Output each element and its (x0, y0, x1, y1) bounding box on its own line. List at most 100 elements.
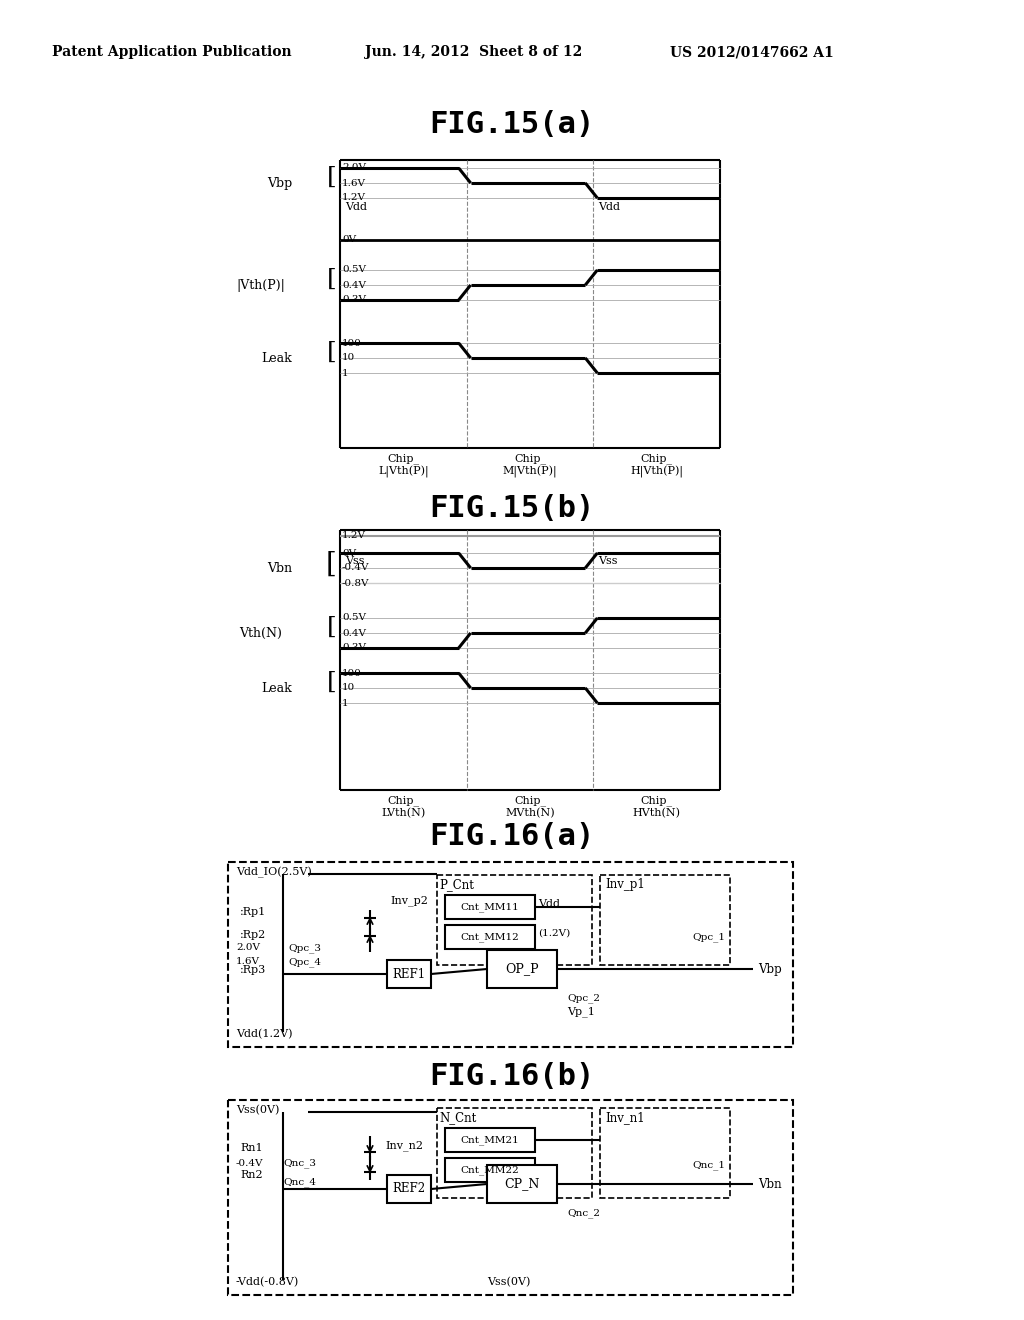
Text: Vbn: Vbn (267, 561, 292, 574)
Text: 0.5V: 0.5V (342, 614, 366, 623)
Text: Qnc_3: Qnc_3 (283, 1158, 316, 1168)
Text: 0.4V: 0.4V (342, 628, 366, 638)
Text: Rn1: Rn1 (240, 1143, 262, 1152)
Text: Cnt_MM11: Cnt_MM11 (461, 902, 519, 912)
Text: FIG.16(b): FIG.16(b) (429, 1063, 595, 1092)
Text: Patent Application Publication: Patent Application Publication (52, 45, 292, 59)
Text: Vdd_IO(2.5V): Vdd_IO(2.5V) (236, 867, 311, 878)
Bar (600, 875, 730, 965)
Text: [: [ (328, 616, 337, 639)
Text: 10: 10 (342, 684, 355, 693)
Text: :Rp2: :Rp2 (240, 931, 266, 940)
Text: Cnt_MM12: Cnt_MM12 (461, 932, 519, 942)
Text: Vbn: Vbn (758, 1177, 781, 1191)
Bar (487, 950, 557, 987)
Text: Vp_1: Vp_1 (567, 1006, 595, 1016)
Text: Leak: Leak (261, 351, 292, 364)
Text: US 2012/0147662 A1: US 2012/0147662 A1 (670, 45, 834, 59)
Text: 100: 100 (342, 338, 361, 347)
Text: [: [ (328, 268, 337, 290)
Text: 100: 100 (342, 668, 361, 677)
Text: [: [ (328, 671, 337, 694)
Text: Qpc_3: Qpc_3 (288, 944, 321, 953)
Text: FIG.15(b): FIG.15(b) (429, 494, 595, 523)
Text: 1.6V: 1.6V (342, 178, 366, 187)
Text: OP_P: OP_P (505, 962, 539, 975)
Text: Chip_: Chip_ (641, 453, 673, 463)
Text: 0.3V: 0.3V (342, 296, 366, 305)
Text: Qnc_1: Qnc_1 (692, 1160, 725, 1170)
Bar (228, 1100, 793, 1295)
Text: N_Cnt: N_Cnt (439, 1111, 476, 1125)
Text: 0.5V: 0.5V (342, 265, 366, 275)
Bar (445, 925, 535, 949)
Text: 1.6V: 1.6V (236, 957, 260, 966)
Text: 0V: 0V (342, 235, 356, 244)
Text: -0.8V: -0.8V (342, 578, 370, 587)
Text: Inv_p2: Inv_p2 (390, 895, 428, 906)
Text: 0V: 0V (342, 549, 356, 557)
Text: Chip_: Chip_ (641, 795, 673, 805)
Text: Vdd: Vdd (598, 202, 621, 213)
Text: M|Vth(P)|: M|Vth(P)| (503, 466, 557, 478)
Text: Cnt_MM21: Cnt_MM21 (461, 1135, 519, 1144)
Text: -0.4V: -0.4V (236, 1159, 263, 1167)
Text: Vdd: Vdd (345, 202, 367, 213)
Text: FIG.15(a): FIG.15(a) (429, 110, 595, 139)
Text: -Vdd(-0.8V): -Vdd(-0.8V) (236, 1276, 299, 1287)
Text: 2.0V: 2.0V (342, 164, 366, 173)
Text: MVth(N): MVth(N) (505, 808, 555, 818)
Bar (387, 960, 431, 987)
Text: Vdd(1.2V): Vdd(1.2V) (236, 1028, 293, 1039)
Text: FIG.16(a): FIG.16(a) (429, 822, 595, 851)
Text: P_Cnt: P_Cnt (439, 878, 474, 891)
Bar (387, 1175, 431, 1203)
Text: Vss(0V): Vss(0V) (236, 1105, 280, 1115)
Text: CP_N: CP_N (504, 1177, 540, 1191)
Text: Qpc_1: Qpc_1 (692, 932, 725, 942)
Text: Vss(0V): Vss(0V) (487, 1276, 530, 1287)
Text: Vbp: Vbp (266, 177, 292, 190)
Text: Cnt_MM22: Cnt_MM22 (461, 1166, 519, 1175)
Text: [: [ (326, 550, 337, 578)
Text: :Rp1: :Rp1 (240, 907, 266, 917)
Bar (487, 1166, 557, 1203)
Text: (1.2V): (1.2V) (538, 929, 570, 939)
Text: Chip_: Chip_ (387, 453, 420, 463)
Text: Vdd: Vdd (538, 899, 560, 909)
Text: -0.4V: -0.4V (342, 564, 370, 573)
Text: [: [ (328, 341, 337, 364)
Text: Chip_: Chip_ (514, 453, 546, 463)
Text: Qnc_2: Qnc_2 (567, 1208, 600, 1217)
Text: Vth(N): Vth(N) (240, 627, 282, 639)
Text: Jun. 14, 2012  Sheet 8 of 12: Jun. 14, 2012 Sheet 8 of 12 (365, 45, 583, 59)
Text: 10: 10 (342, 354, 355, 363)
Text: Leak: Leak (261, 681, 292, 694)
Text: Rn2: Rn2 (240, 1170, 262, 1180)
Text: Chip_: Chip_ (387, 795, 420, 805)
Text: 1: 1 (342, 698, 348, 708)
Text: 2.0V: 2.0V (236, 944, 260, 953)
Text: Inv_n2: Inv_n2 (385, 1140, 423, 1151)
Text: [: [ (328, 166, 337, 189)
Bar (445, 1129, 535, 1152)
Text: 1.2V: 1.2V (342, 532, 366, 540)
Text: Inv_n1: Inv_n1 (605, 1111, 645, 1125)
Bar (445, 1158, 535, 1181)
Text: Qpc_4: Qpc_4 (288, 957, 321, 966)
Text: Qnc_4: Qnc_4 (283, 1177, 316, 1187)
Text: Vbp: Vbp (758, 962, 781, 975)
Text: 1.2V: 1.2V (342, 194, 366, 202)
Text: 0.3V: 0.3V (342, 644, 366, 652)
Bar (437, 1107, 592, 1199)
Text: LVth(N): LVth(N) (381, 808, 425, 818)
Bar (437, 875, 592, 965)
Text: H|Vth(P)|: H|Vth(P)| (630, 466, 683, 478)
Text: Chip_: Chip_ (514, 795, 546, 805)
Bar (228, 862, 793, 1047)
Text: Vss: Vss (345, 556, 365, 566)
Text: Inv_p1: Inv_p1 (605, 878, 645, 891)
Text: Vss: Vss (598, 556, 617, 566)
Text: |Vth(P)|: |Vth(P)| (237, 279, 285, 292)
Text: Qpc_2: Qpc_2 (567, 993, 600, 1003)
